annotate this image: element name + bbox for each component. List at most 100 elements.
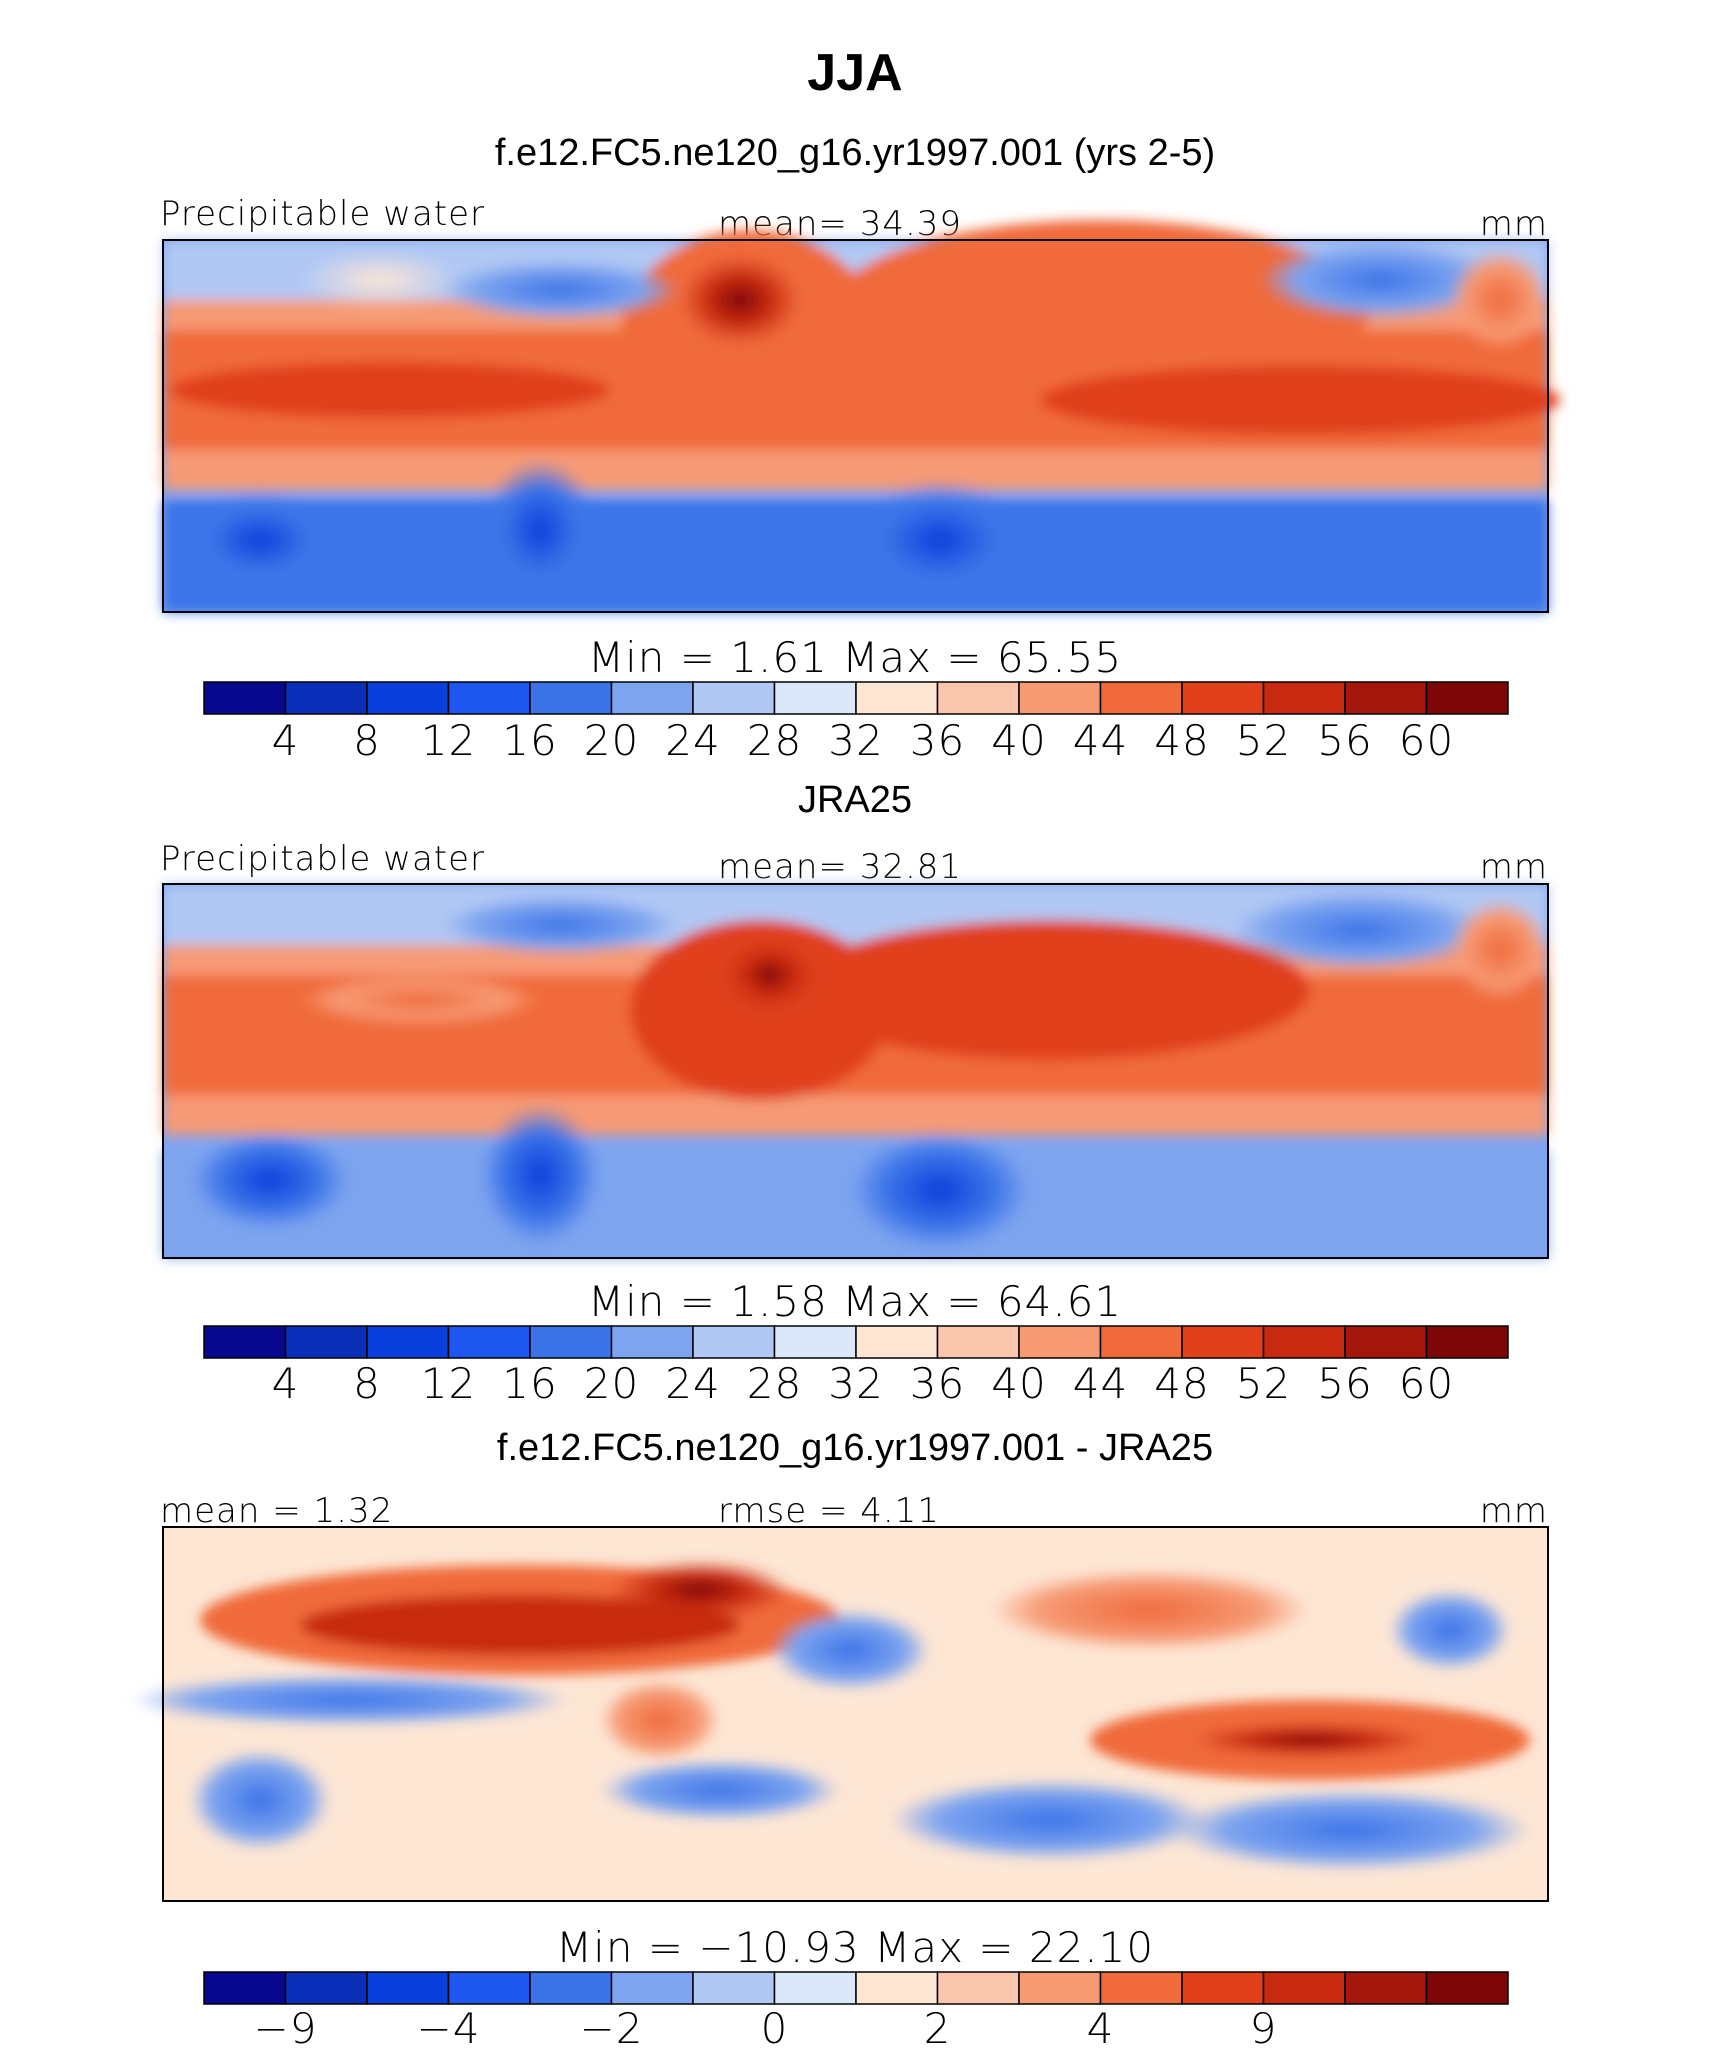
colorbar-tick-label: 52 (1236, 716, 1291, 765)
colorbar-swatch (529, 1971, 613, 2005)
colorbar-swatch (1018, 1971, 1102, 2005)
colorbar-tick-label: 24 (665, 1359, 720, 1408)
colorbar-swatch (366, 681, 450, 715)
colorbar-swatch (773, 1971, 857, 2005)
colorbar-tick-label: −2 (580, 2004, 644, 2048)
colorbar-tick-label: 48 (1154, 716, 1209, 765)
colorbar-swatch (1099, 1971, 1183, 2005)
colorbar-swatch (447, 1325, 531, 1359)
colorbar-tick-label: 36 (910, 716, 965, 765)
colorbar-swatch (936, 1971, 1020, 2005)
panel-units-label: mm (1480, 847, 1548, 887)
stats-label: Min = 1.61 Max = 65.55 (588, 633, 1122, 682)
colorbar-swatch (773, 681, 857, 715)
colorbar-swatch (936, 1325, 1020, 1359)
colorbar-swatch (610, 681, 694, 715)
panel-rmse-label: rmse = 4.11 (718, 1491, 940, 1531)
panel-subtitle: f.e12.FC5.ne120_g16.yr1997.001 (yrs 2-5) (495, 132, 1215, 174)
panel-subtitle: f.e12.FC5.ne120_g16.yr1997.001 - JRA25 (497, 1427, 1213, 1469)
colorbar-tick-label: 0 (761, 2004, 789, 2048)
colorbar-swatch (692, 1971, 776, 2005)
colorbar-swatch (447, 681, 531, 715)
colorbar-swatch (855, 1325, 939, 1359)
colorbar-swatch (1344, 1971, 1428, 2005)
colorbar-tick-label: 20 (584, 1359, 639, 1408)
colorbar-swatch (1181, 681, 1265, 715)
panel-subtitle: JRA25 (798, 779, 912, 821)
colorbar-tick-label: 60 (1399, 716, 1454, 765)
colorbar-swatch (529, 1325, 613, 1359)
colorbar-swatch (1425, 681, 1509, 715)
colorbar-tick-label: 60 (1399, 1359, 1454, 1408)
colorbar-tick-label: 16 (502, 716, 557, 765)
colorbar-tick-label: 28 (747, 716, 802, 765)
panel-mean-label: mean= 32.81 (718, 847, 962, 887)
colorbar-tick-label: 28 (747, 1359, 802, 1408)
colorbar-swatch (1344, 1325, 1428, 1359)
colorbar-swatch (447, 1971, 531, 2005)
colorbar-tick-label: 36 (910, 1359, 965, 1408)
panel-units-label: mm (1480, 204, 1548, 244)
colorbar-swatch (203, 1325, 287, 1359)
map-field (162, 220, 1560, 613)
figure-title: JJA (807, 44, 902, 102)
colorbar-swatch (203, 681, 287, 715)
panel-model: f.e12.FC5.ne120_g16.yr1997.001 (yrs 2-5)… (160, 132, 1560, 765)
colorbar-swatch (1018, 681, 1102, 715)
colorbar-swatch (1181, 1971, 1265, 2005)
colorbar-tick-label: 12 (421, 1359, 476, 1408)
colorbar-swatch (203, 1971, 287, 2005)
colorbar-tick-label: 44 (1073, 716, 1128, 765)
colorbar-swatch (284, 1325, 368, 1359)
colorbar-swatch (529, 681, 613, 715)
colorbar-swatch (692, 1325, 776, 1359)
colorbar: 4 8 12 16 20 24 28 32 36 40 44 48 52 56 60 (203, 681, 1509, 765)
colorbar-swatch (1425, 1971, 1509, 2005)
colorbar-tick-label: 4 (1087, 2004, 1115, 2048)
colorbar-tick-label: 24 (665, 716, 720, 765)
colorbar-swatch (284, 1971, 368, 2005)
map-field (130, 1526, 1549, 1902)
panel-left-label: Precipitable water (160, 839, 485, 879)
panel-units-label: mm (1480, 1491, 1548, 1531)
colorbar-swatch (366, 1325, 450, 1359)
colorbar-tick-label: 56 (1317, 1359, 1372, 1408)
colorbar-tick-label: 32 (828, 716, 883, 765)
colorbar-swatch (773, 1325, 857, 1359)
colorbar-tick-label: 4 (272, 1359, 300, 1408)
colorbar: −9 −4 −2 0 2 4 9 (203, 1971, 1509, 2048)
colorbar-tick-label: 44 (1073, 1359, 1128, 1408)
colorbar-swatch (936, 681, 1020, 715)
panel-difference: f.e12.FC5.ne120_g16.yr1997.001 - JRA25 m… (130, 1427, 1549, 2048)
colorbar-tick-label: 9 (1250, 2004, 1278, 2048)
panel-left-label: Precipitable water (160, 194, 485, 234)
panel-left-label: mean = 1.32 (160, 1491, 393, 1531)
colorbar-tick-label: 16 (502, 1359, 557, 1408)
colorbar-swatch (1099, 681, 1183, 715)
colorbar-swatch (284, 681, 368, 715)
colorbar-tick-label: 32 (828, 1359, 883, 1408)
colorbar-tick-label: 56 (1317, 716, 1372, 765)
colorbar-swatch (366, 1971, 450, 2005)
colorbar-tick-label: 48 (1154, 1359, 1209, 1408)
colorbar-tick-label: 8 (353, 716, 381, 765)
colorbar-tick-label: 40 (991, 1359, 1046, 1408)
colorbar-tick-label: 2 (924, 2004, 952, 2048)
stats-label: Min = −10.93 Max = 22.10 (556, 1923, 1154, 1972)
colorbar-swatch (1181, 1325, 1265, 1359)
colorbar-swatch (1344, 681, 1428, 715)
colorbar-swatch (692, 681, 776, 715)
colorbar-tick-label: 20 (584, 716, 639, 765)
colorbar-swatch (610, 1971, 694, 2005)
colorbar: 4 8 12 16 20 24 28 32 36 40 44 48 52 56 60 (203, 1325, 1509, 1408)
colorbar-swatch (1262, 1325, 1346, 1359)
map-field (162, 883, 1550, 1259)
colorbar-swatch (1425, 1325, 1509, 1359)
colorbar-tick-label: −4 (417, 2004, 481, 2048)
colorbar-swatch (1099, 1325, 1183, 1359)
colorbar-tick-label: 52 (1236, 1359, 1291, 1408)
stats-label: Min = 1.58 Max = 64.61 (588, 1277, 1122, 1326)
colorbar-swatch (1262, 681, 1346, 715)
colorbar-swatch (855, 681, 939, 715)
